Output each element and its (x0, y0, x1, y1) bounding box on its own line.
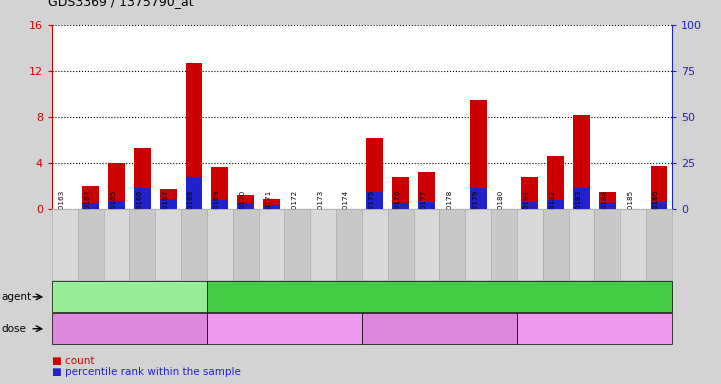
Bar (263, 199, 280, 209)
Bar (211, 200, 229, 209)
Text: GSM280177: GSM280177 (420, 190, 427, 234)
Text: zinc: zinc (428, 292, 451, 302)
Bar (650, 166, 668, 209)
Bar (185, 177, 203, 209)
Bar (599, 204, 616, 209)
Bar (263, 205, 280, 209)
Bar (108, 201, 125, 209)
Bar (134, 148, 151, 209)
Bar (185, 63, 203, 209)
Text: control: control (110, 292, 149, 302)
Text: GSM280174: GSM280174 (343, 190, 349, 234)
Bar (470, 100, 487, 209)
Bar (366, 192, 384, 209)
Text: GSM280175: GSM280175 (369, 190, 375, 234)
Text: 30 ug/m3: 30 ug/m3 (412, 324, 466, 334)
Text: GSM280180: GSM280180 (498, 190, 504, 234)
Text: 0 ug/m3: 0 ug/m3 (106, 324, 153, 334)
Bar (134, 188, 151, 209)
Text: agent: agent (1, 292, 32, 302)
Text: GSM280170: GSM280170 (239, 190, 246, 234)
Text: GSM280171: GSM280171 (265, 190, 272, 234)
Text: ■ percentile rank within the sample: ■ percentile rank within the sample (52, 367, 241, 377)
Text: GSM280165: GSM280165 (110, 190, 117, 234)
Text: GSM280183: GSM280183 (575, 190, 582, 234)
Bar (470, 188, 487, 209)
Bar (392, 204, 409, 209)
Bar (392, 177, 409, 209)
Text: GSM280178: GSM280178 (446, 190, 452, 234)
Bar (108, 163, 125, 209)
Bar (82, 186, 99, 209)
Bar (650, 202, 668, 209)
Text: ■ count: ■ count (52, 356, 94, 366)
Text: 100 ug/m3: 100 ug/m3 (565, 324, 624, 334)
Text: GSM280163: GSM280163 (59, 190, 65, 234)
Text: GSM280172: GSM280172 (291, 190, 297, 234)
Text: GSM280168: GSM280168 (188, 190, 194, 234)
Text: GSM280169: GSM280169 (214, 190, 220, 234)
Text: GSM280176: GSM280176 (394, 190, 401, 234)
Text: GSM280166: GSM280166 (136, 190, 142, 234)
Bar (521, 177, 539, 209)
Text: GSM280173: GSM280173 (317, 190, 323, 234)
Bar (366, 138, 384, 209)
Bar (547, 200, 564, 209)
Bar (573, 188, 590, 209)
Bar (82, 204, 99, 209)
Bar (599, 192, 616, 209)
Bar (237, 195, 254, 209)
Bar (160, 199, 177, 209)
Text: 10 ug/m3: 10 ug/m3 (257, 324, 311, 334)
Text: GSM280167: GSM280167 (162, 190, 168, 234)
Text: GSM280186: GSM280186 (653, 190, 659, 234)
Text: GSM280179: GSM280179 (472, 190, 478, 234)
Bar (211, 167, 229, 209)
Text: GSM280185: GSM280185 (627, 190, 633, 234)
Text: GSM280182: GSM280182 (549, 190, 556, 234)
Bar (418, 202, 435, 209)
Text: GDS3369 / 1375790_at: GDS3369 / 1375790_at (48, 0, 194, 8)
Bar (547, 156, 564, 209)
Bar (521, 202, 539, 209)
Text: GSM280184: GSM280184 (601, 190, 607, 234)
Bar (573, 115, 590, 209)
Bar (418, 172, 435, 209)
Text: GSM280181: GSM280181 (524, 190, 530, 234)
Text: dose: dose (1, 324, 27, 334)
Text: GSM280164: GSM280164 (84, 190, 91, 234)
Bar (237, 204, 254, 209)
Bar (160, 189, 177, 209)
